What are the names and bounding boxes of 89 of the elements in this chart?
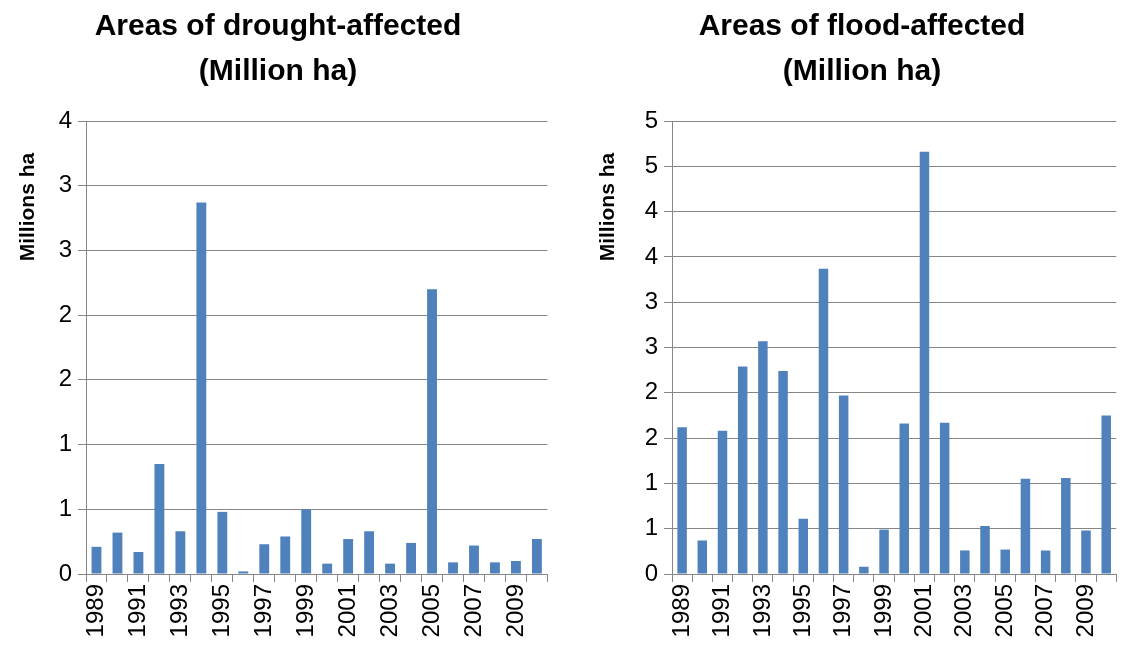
- bar: [818, 268, 829, 574]
- y-axis-title: Millions ha: [594, 152, 618, 262]
- y-tick-label: 3: [58, 235, 72, 263]
- x-tick-label: 2005: [989, 584, 1017, 638]
- bar: [879, 529, 889, 574]
- x-tick-label: 2003: [949, 584, 977, 638]
- x-tick-label: 1995: [787, 584, 815, 638]
- bar: [343, 539, 354, 574]
- x-tick-label: 1989: [81, 584, 109, 638]
- x-tick-label: 2009: [500, 584, 528, 638]
- bar: [427, 289, 437, 574]
- x-tick-label: 2001: [332, 584, 360, 638]
- x-tick-label: 1997: [828, 584, 856, 638]
- bar: [798, 518, 809, 574]
- bar: [364, 531, 375, 574]
- chart-title: Areas of drought-affected (Million ha): [93, 7, 463, 88]
- bar: [133, 552, 144, 574]
- bar: [919, 151, 930, 574]
- x-tick-label: 1993: [165, 584, 192, 638]
- y-tick-label: 4: [58, 105, 72, 133]
- x-tick-label: 1991: [123, 584, 151, 638]
- bar: [259, 544, 270, 574]
- x-tick-label: 1999: [868, 584, 896, 638]
- x-tick-label: 1989: [666, 584, 694, 638]
- bar: [196, 202, 207, 574]
- bar: [531, 539, 542, 574]
- y-tick-label: 4: [644, 241, 658, 269]
- x-tick-label: 1993: [747, 584, 775, 638]
- y-tick-label: 2: [58, 364, 72, 392]
- bar: [778, 371, 788, 574]
- y-tick-label: 2: [58, 299, 72, 327]
- bar: [859, 566, 869, 574]
- bar: [511, 561, 521, 574]
- bar: [758, 341, 768, 574]
- x-tick-label: 1999: [290, 584, 318, 638]
- bar: [1000, 549, 1010, 574]
- x-tick-label: 2003: [374, 584, 402, 638]
- y-tick-label: 5: [644, 150, 658, 178]
- y-tick-label: 1: [58, 493, 72, 521]
- y-tick-label: 1: [58, 429, 72, 457]
- bar: [960, 550, 970, 574]
- bar: [899, 423, 909, 574]
- x-tick-label: 1997: [248, 584, 276, 638]
- bar: [385, 563, 396, 574]
- bar: [406, 542, 416, 574]
- bar: [238, 571, 249, 574]
- bar: [677, 427, 687, 574]
- bar: [175, 531, 186, 574]
- bar: [1081, 530, 1091, 574]
- y-axis-title: Millions ha: [14, 152, 38, 262]
- bar: [1020, 478, 1031, 574]
- bar: [490, 562, 500, 574]
- x-tick-label: 1991: [707, 584, 735, 638]
- bar: [154, 463, 165, 574]
- y-tick-label: 2: [644, 377, 658, 405]
- bar: [301, 509, 312, 574]
- y-tick-label: 4: [644, 196, 658, 224]
- bar: [1101, 415, 1111, 574]
- bar: [838, 395, 849, 574]
- y-tick-label: 5: [644, 105, 658, 133]
- bar: [717, 430, 728, 574]
- chart-title: Areas of flood-affected (Million ha): [697, 7, 1027, 88]
- bar: [91, 546, 102, 574]
- bar: [280, 536, 291, 574]
- x-tick-label: 1995: [206, 584, 234, 638]
- bar: [448, 562, 458, 574]
- bar: [1040, 550, 1051, 574]
- bar: [112, 532, 123, 574]
- y-tick-label: 3: [644, 286, 658, 314]
- bar: [322, 563, 333, 574]
- y-tick-label: 0: [644, 558, 658, 586]
- y-tick-label: 1: [644, 513, 658, 541]
- x-tick-label: 2007: [458, 584, 486, 638]
- bar: [217, 511, 228, 574]
- y-tick-label: 2: [644, 422, 658, 450]
- bar: [469, 545, 479, 574]
- y-tick-label: 3: [58, 170, 72, 198]
- x-tick-label: 2005: [416, 584, 444, 638]
- y-tick-label: 3: [644, 332, 658, 360]
- bar: [1061, 477, 1071, 574]
- bar: [939, 422, 950, 574]
- x-tick-label: 2009: [1070, 584, 1098, 638]
- bar: [737, 366, 748, 574]
- x-tick-label: 2007: [1030, 584, 1058, 638]
- bar: [697, 540, 708, 574]
- y-tick-label: 0: [58, 558, 72, 586]
- x-tick-label: 2001: [909, 584, 937, 638]
- bar: [980, 525, 990, 574]
- y-tick-label: 1: [644, 468, 658, 496]
